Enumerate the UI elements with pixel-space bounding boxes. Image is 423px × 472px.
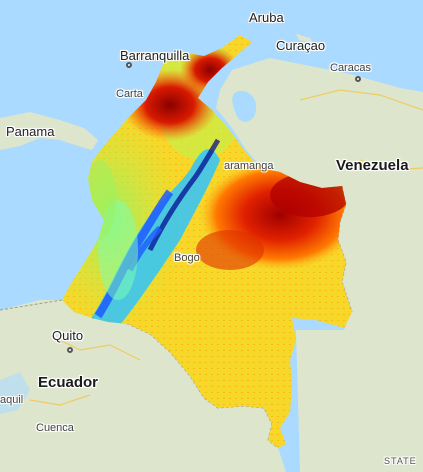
curacao-island	[296, 34, 313, 43]
label-curacao: Curaçao	[276, 38, 326, 53]
label-aruba: Aruba	[249, 10, 284, 25]
label-venezuela: Venezuela	[336, 157, 409, 174]
label-guayaquil: aquil	[0, 394, 24, 406]
panama-land	[0, 112, 98, 150]
lake-maracaibo	[232, 90, 257, 122]
roads	[29, 89, 423, 406]
quito-dot	[67, 347, 73, 353]
label-caracas: Caracas	[330, 62, 371, 74]
caracas-dot	[355, 76, 361, 82]
aruba-island	[262, 18, 274, 24]
ecuador-coast	[0, 372, 30, 414]
ecuador-peru-land	[0, 300, 286, 472]
label-barranquilla: Barranquilla	[120, 48, 190, 63]
barranquilla-dot	[126, 62, 132, 68]
label-bogota: Bogo	[174, 252, 200, 264]
label-state: STATE	[384, 456, 417, 466]
venezuela-land	[216, 58, 423, 472]
label-quito: Quito	[52, 328, 84, 343]
label-cuenca: Cuenca	[36, 422, 74, 434]
label-panama: Panama	[6, 124, 55, 139]
label-cartagena: Carta	[116, 88, 143, 100]
label-ecuador: Ecuador	[38, 374, 99, 391]
label-bucaramanga: aramanga	[224, 160, 274, 172]
